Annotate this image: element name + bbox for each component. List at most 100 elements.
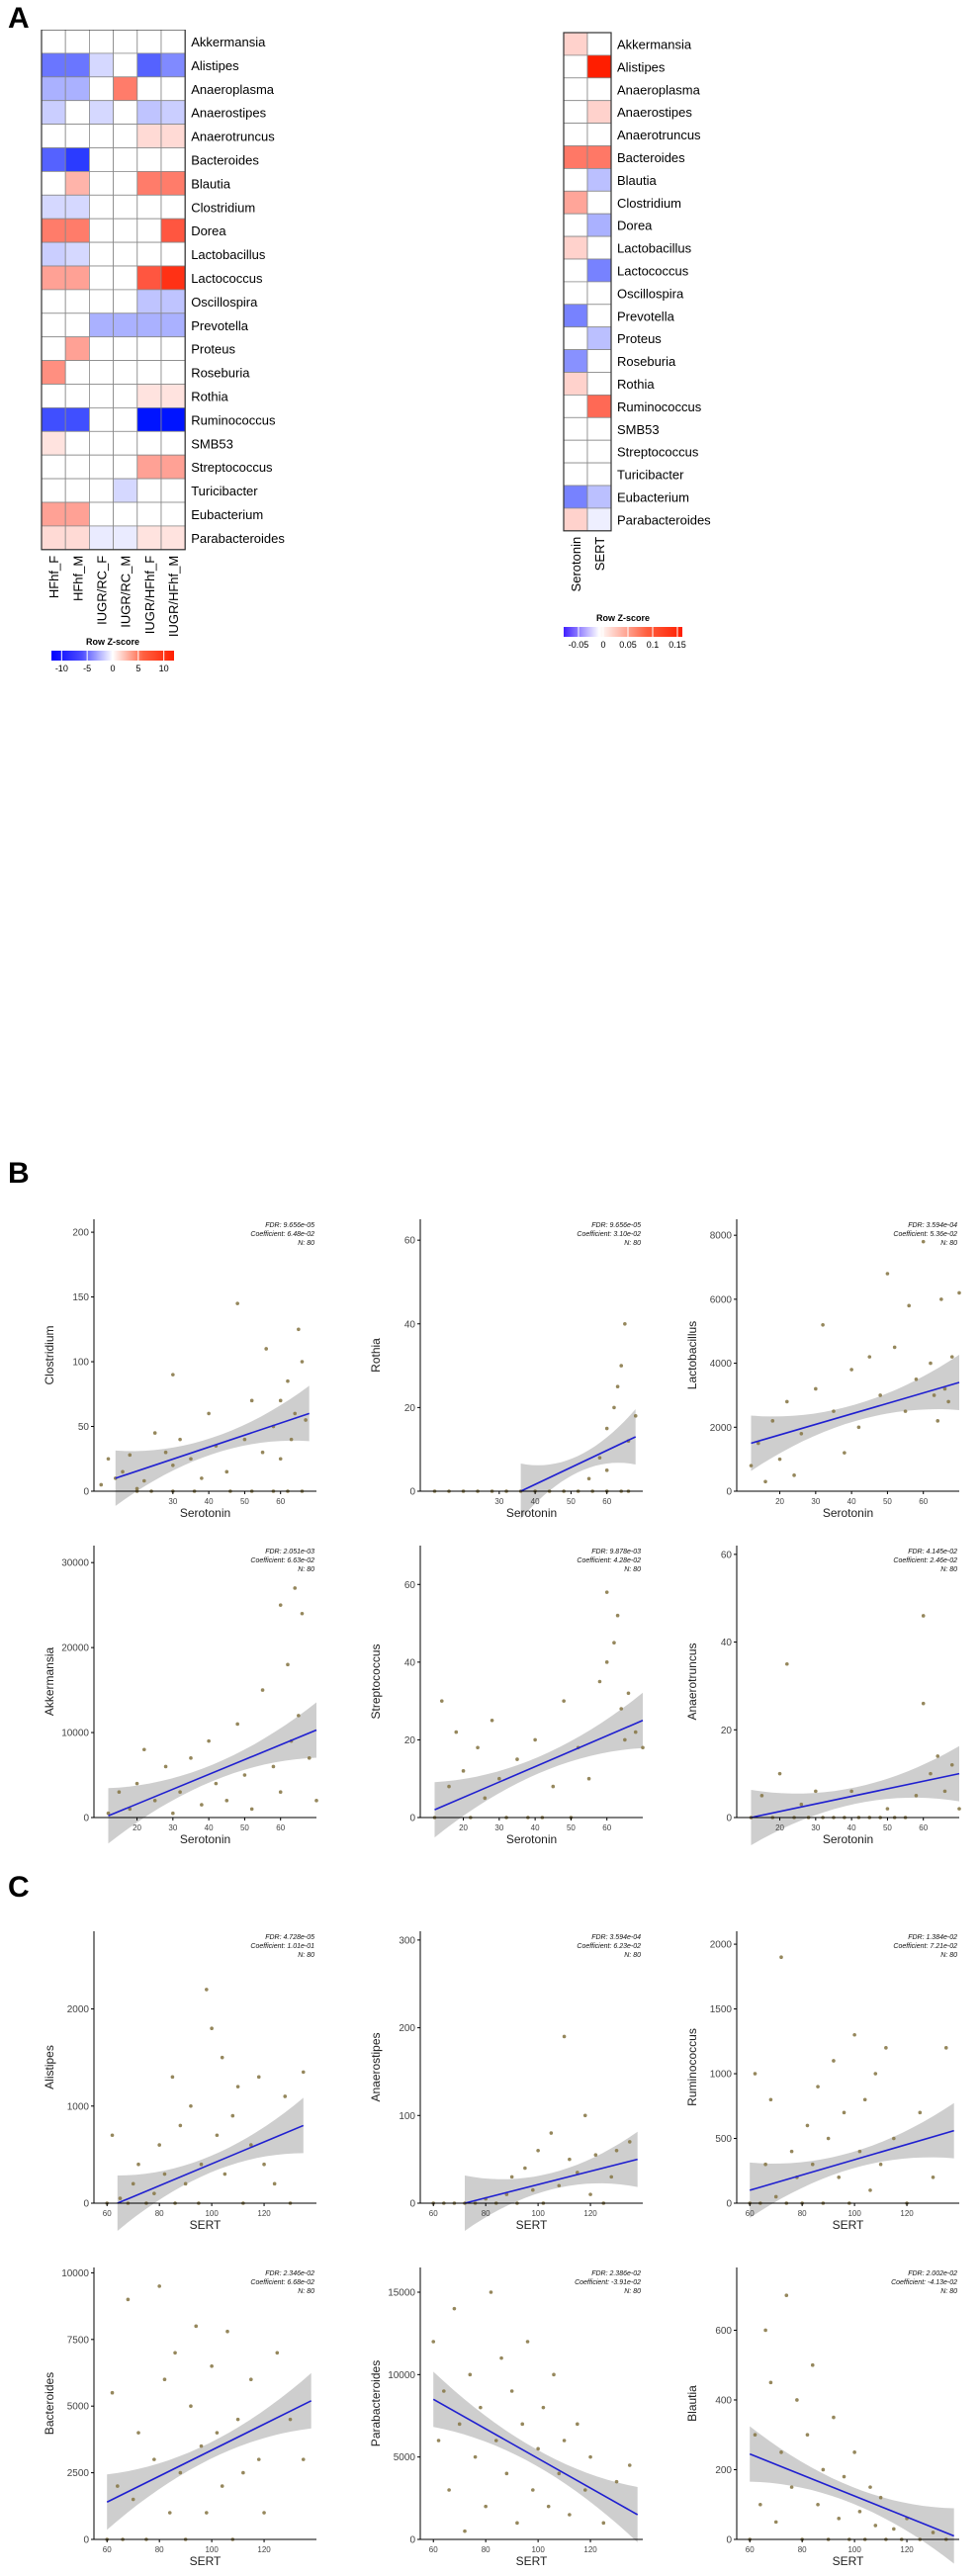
heat-cell <box>586 485 612 509</box>
x-tick-label: 60 <box>602 1497 611 1506</box>
heat-cell <box>586 145 612 169</box>
data-point <box>178 1790 182 1795</box>
row-label: Clostridium <box>191 200 255 215</box>
data-point <box>110 2133 115 2138</box>
heat-cell <box>136 124 162 148</box>
y-tick-label: 2000 <box>67 2004 90 2015</box>
heat-cell <box>64 406 90 432</box>
heat-cell <box>160 124 186 148</box>
data-point <box>614 2148 619 2153</box>
row-label: Anaerotruncus <box>191 130 275 144</box>
y-tick-label: 15000 <box>388 2288 415 2299</box>
data-point <box>799 1431 804 1436</box>
data-point <box>843 1451 846 1455</box>
data-point <box>885 1807 890 1811</box>
row-label: Dorea <box>617 219 653 233</box>
data-point <box>619 1364 624 1368</box>
data-point <box>753 2072 757 2076</box>
stats-label: N: 80 <box>940 1566 957 1573</box>
y-tick-label: 200 <box>72 1228 89 1239</box>
y-tick-label: 0 <box>409 2535 415 2546</box>
data-point <box>262 2162 266 2167</box>
heat-cell <box>64 218 90 243</box>
data-point <box>562 2439 567 2443</box>
heat-cell <box>64 52 90 78</box>
data-point <box>903 1409 908 1413</box>
data-point <box>278 1790 283 1795</box>
x-tick-label: 60 <box>602 1823 611 1832</box>
x-tick-label: 60 <box>103 2209 112 2218</box>
data-point <box>509 2175 514 2179</box>
x-tick-label: 80 <box>155 2545 164 2554</box>
heat-cell <box>41 525 66 551</box>
x-tick-label: 120 <box>583 2209 597 2218</box>
data-point <box>756 1441 760 1446</box>
heat-cell <box>41 52 66 78</box>
data-point <box>136 2162 140 2167</box>
data-point <box>214 1781 219 1786</box>
heat-cell <box>64 241 90 267</box>
y-tick-label: 500 <box>715 2134 732 2145</box>
stats-label: FDR: 2.002e-02 <box>908 2270 957 2277</box>
data-point <box>121 1469 125 1474</box>
data-point <box>614 2479 619 2484</box>
x-tick-label: 60 <box>276 1823 285 1832</box>
data-point <box>768 2380 773 2385</box>
stats-label: N: 80 <box>298 1566 314 1573</box>
stats-label: FDR: 9.656e-05 <box>265 1222 314 1229</box>
data-point <box>431 2340 436 2344</box>
heat-cell <box>586 281 612 306</box>
heat-cell <box>563 304 588 328</box>
y-tick-label: 5000 <box>394 2452 416 2463</box>
data-point <box>849 1368 853 1372</box>
y-tick-label: 0 <box>726 1814 732 1824</box>
y-tick-label: 5000 <box>67 2402 90 2413</box>
heat-cell <box>136 147 162 172</box>
row-label: Blautia <box>191 176 231 191</box>
heat-cell <box>563 32 588 56</box>
data-point <box>536 2446 540 2451</box>
data-point <box>136 2431 140 2435</box>
heat-cell <box>64 478 90 503</box>
heat-cell <box>586 304 612 328</box>
y-tick-label: 0 <box>726 1487 732 1498</box>
x-axis-label: SERT <box>833 2554 864 2568</box>
data-point <box>278 1398 283 1403</box>
heat-cell <box>64 124 90 148</box>
data-point <box>907 1303 911 1308</box>
y-tick-label: 10000 <box>61 2268 89 2279</box>
data-point <box>439 1699 444 1703</box>
data-point <box>271 1764 276 1769</box>
data-point <box>892 2136 896 2141</box>
x-axis-label: Serotonin <box>823 1506 873 1520</box>
data-point <box>275 2351 280 2355</box>
data-point <box>832 2059 836 2063</box>
data-point <box>557 2183 562 2188</box>
data-point <box>892 1345 897 1350</box>
scatter-c6: 0 200 400 600 60 80 100 120 SERT Blautia FDR: 2.00… <box>685 2267 959 2568</box>
y-tick-label: 40 <box>404 1319 416 1330</box>
y-tick-label: 0 <box>409 1487 415 1498</box>
y-tick-label: 20000 <box>61 1643 89 1654</box>
scatter-c2: 0 100 200 300 60 80 100 120 SERT Anaerostipes FDR:… <box>369 1931 643 2232</box>
data-point <box>885 1272 890 1276</box>
x-axis-label: Serotonin <box>180 1832 230 1846</box>
row-label: Alistipes <box>191 58 239 73</box>
data-point <box>178 2470 183 2475</box>
data-point <box>789 2149 794 2154</box>
data-point <box>116 2484 120 2488</box>
data-point <box>224 1469 229 1474</box>
heat-cell <box>586 349 612 373</box>
data-point <box>935 1754 940 1758</box>
data-point <box>99 1482 104 1487</box>
x-tick-label: 40 <box>205 1823 214 1832</box>
heat-cell <box>113 406 138 432</box>
y-tick-label: 40 <box>721 1638 733 1648</box>
heat-cell <box>136 478 162 503</box>
data-point <box>476 1745 480 1750</box>
heat-cell <box>113 147 138 172</box>
heat-cell <box>586 77 612 102</box>
data-point <box>615 1613 620 1618</box>
data-point <box>929 1361 933 1366</box>
heat-cell <box>563 167 588 192</box>
